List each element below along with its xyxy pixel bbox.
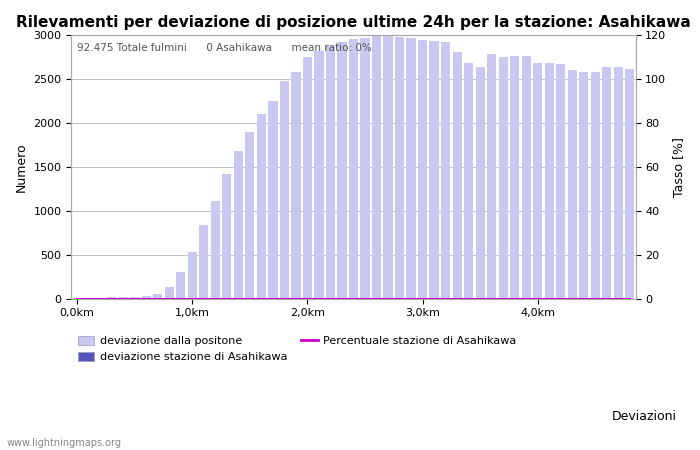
Bar [418, 40, 427, 298]
Bar [475, 67, 485, 298]
Legend: deviazione dalla positone, deviazione stazione di Asahikawa, Percentuale stazion: deviazione dalla positone, deviazione st… [74, 331, 521, 367]
Bar [326, 46, 335, 298]
Bar [384, 36, 393, 298]
Bar [337, 42, 346, 298]
Bar [291, 72, 300, 298]
Bar [314, 51, 323, 298]
Bar [303, 57, 312, 298]
Bar [395, 36, 404, 298]
Bar [188, 252, 197, 298]
Bar [591, 72, 600, 298]
Bar [153, 294, 162, 298]
Bar [176, 272, 186, 298]
Bar [602, 67, 611, 298]
Bar [452, 52, 462, 298]
Bar [130, 297, 139, 298]
Y-axis label: Numero: Numero [15, 142, 28, 192]
Bar [96, 297, 105, 298]
Bar [164, 287, 174, 298]
Bar [464, 63, 473, 298]
Bar [234, 151, 243, 298]
Bar [487, 54, 496, 298]
Bar [280, 81, 289, 298]
Bar [430, 40, 439, 298]
Bar [579, 72, 589, 298]
Bar [118, 297, 128, 298]
Bar [245, 132, 255, 298]
Bar [533, 63, 542, 298]
Bar [614, 67, 623, 298]
Text: 92.475 Totale fulmini      0 Asahikawa      mean ratio: 0%: 92.475 Totale fulmini 0 Asahikawa mean r… [77, 43, 372, 53]
Bar [545, 63, 554, 298]
Bar [625, 69, 634, 298]
Text: Deviazioni: Deviazioni [612, 410, 676, 423]
Bar [568, 71, 577, 298]
Bar [199, 225, 209, 298]
Bar [222, 174, 232, 298]
Bar [349, 39, 358, 298]
Y-axis label: Tasso [%]: Tasso [%] [672, 137, 685, 197]
Bar [498, 57, 508, 298]
Bar [141, 297, 151, 298]
Text: www.lightningmaps.org: www.lightningmaps.org [7, 438, 122, 448]
Bar [360, 38, 370, 298]
Bar [268, 101, 277, 298]
Title: Rilevamenti per deviazione di posizione ultime 24h per la stazione: Asahikawa: Rilevamenti per deviazione di posizione … [16, 15, 691, 30]
Bar [372, 36, 381, 298]
Bar [522, 56, 531, 298]
Bar [407, 38, 416, 298]
Bar [257, 114, 266, 298]
Bar [211, 201, 220, 298]
Bar [441, 42, 450, 298]
Bar [510, 56, 519, 298]
Bar [556, 64, 566, 298]
Bar [107, 297, 116, 298]
